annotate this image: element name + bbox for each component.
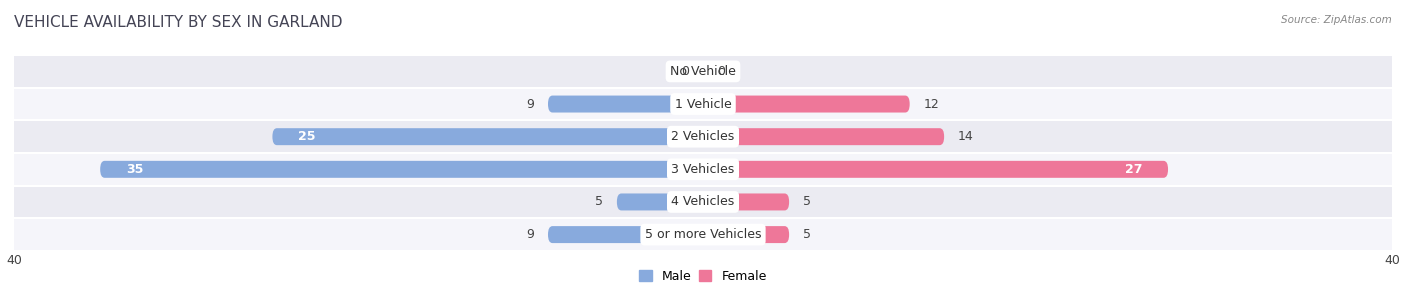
Text: 0: 0 — [717, 65, 724, 78]
FancyBboxPatch shape — [100, 161, 703, 178]
Text: 5: 5 — [595, 196, 603, 208]
Text: 5: 5 — [803, 228, 811, 241]
Bar — [14, 186, 1392, 218]
Text: 25: 25 — [298, 130, 316, 143]
Text: 4 Vehicles: 4 Vehicles — [672, 196, 734, 208]
Text: 5: 5 — [803, 196, 811, 208]
Text: 0: 0 — [682, 65, 689, 78]
FancyBboxPatch shape — [548, 226, 703, 243]
Text: 9: 9 — [526, 98, 534, 110]
Bar — [14, 153, 1392, 186]
FancyBboxPatch shape — [703, 95, 910, 113]
FancyBboxPatch shape — [703, 128, 945, 145]
Bar — [14, 218, 1392, 251]
Text: 2 Vehicles: 2 Vehicles — [672, 130, 734, 143]
Text: Source: ZipAtlas.com: Source: ZipAtlas.com — [1281, 15, 1392, 25]
Bar — [14, 120, 1392, 153]
FancyBboxPatch shape — [617, 193, 703, 211]
Text: No Vehicle: No Vehicle — [671, 65, 735, 78]
Text: 27: 27 — [1125, 163, 1142, 176]
FancyBboxPatch shape — [703, 161, 1168, 178]
FancyBboxPatch shape — [703, 226, 789, 243]
Text: VEHICLE AVAILABILITY BY SEX IN GARLAND: VEHICLE AVAILABILITY BY SEX IN GARLAND — [14, 15, 343, 30]
Legend: Male, Female: Male, Female — [634, 265, 772, 288]
Bar — [14, 88, 1392, 120]
Text: 3 Vehicles: 3 Vehicles — [672, 163, 734, 176]
Text: 1 Vehicle: 1 Vehicle — [675, 98, 731, 110]
FancyBboxPatch shape — [273, 128, 703, 145]
Text: 9: 9 — [526, 228, 534, 241]
Bar — [14, 55, 1392, 88]
Text: 14: 14 — [957, 130, 974, 143]
FancyBboxPatch shape — [548, 95, 703, 113]
Text: 5 or more Vehicles: 5 or more Vehicles — [645, 228, 761, 241]
Text: 35: 35 — [127, 163, 143, 176]
FancyBboxPatch shape — [703, 193, 789, 211]
Text: 12: 12 — [924, 98, 939, 110]
